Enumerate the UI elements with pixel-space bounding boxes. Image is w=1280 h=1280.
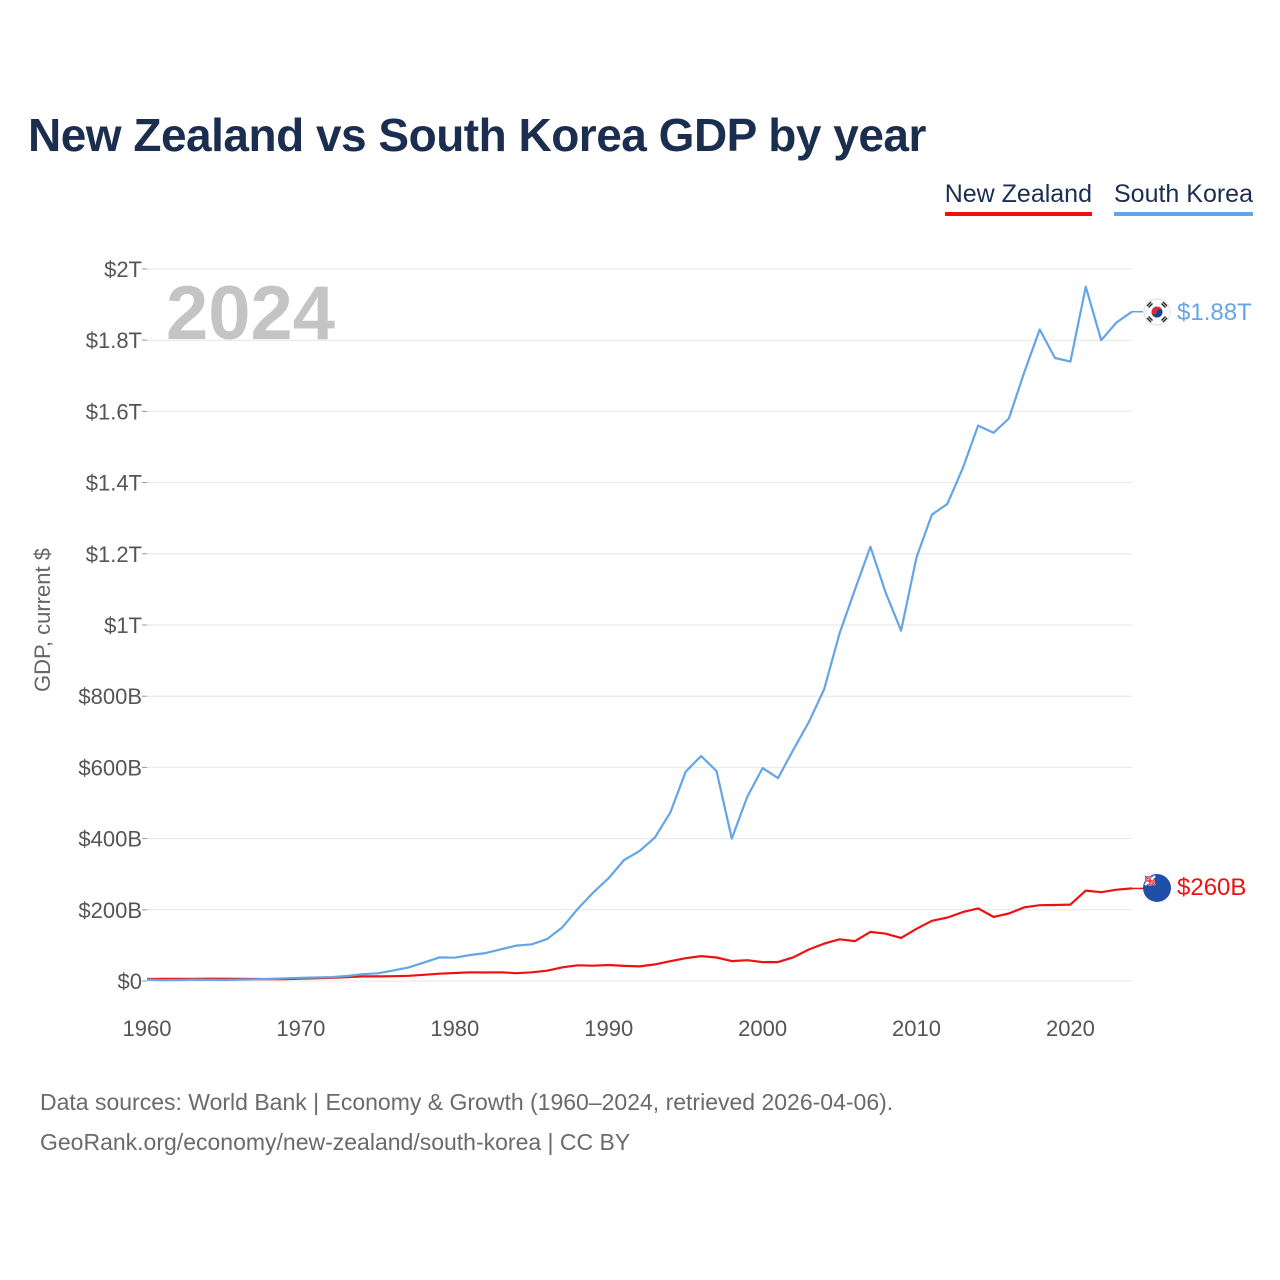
legend-item-south-korea[interactable]: South Korea [1114, 180, 1253, 216]
year-watermark: 2024 [166, 271, 335, 356]
x-tick-label: 2000 [738, 1016, 787, 1041]
south-korea-flag-icon [1143, 298, 1171, 326]
y-axis-ticks: $0 $200B $400B $600B $800B $1T $1.2T $1.4T $1.6T… [78, 257, 147, 994]
y-tick-label: $0 [118, 969, 142, 994]
y-tick-label: $800B [78, 684, 142, 709]
y-tick-label: $400B [78, 827, 142, 852]
y-tick-label: $2T [104, 257, 142, 282]
series-line-south-korea [146, 285, 1133, 982]
new-zealand-flag-icon [1143, 874, 1171, 902]
new-zealand-end-label: $260B [1177, 874, 1246, 901]
y-tick-label: $1.4T [86, 471, 142, 496]
x-tick-label: 1990 [584, 1016, 633, 1041]
x-tick-label: 1960 [123, 1016, 172, 1041]
source-line-1: Data sources: World Bank | Economy & Gro… [40, 1089, 894, 1115]
y-tick-label: $600B [78, 755, 142, 780]
y-tick-label: $1.2T [86, 542, 142, 567]
x-tick-label: 1970 [276, 1016, 325, 1041]
south-korea-end-label: $1.88T [1177, 299, 1252, 326]
x-tick-label: 2010 [892, 1016, 941, 1041]
y-axis-label: GDP, current $ [30, 548, 55, 692]
series-lines [146, 285, 1143, 982]
y-tick-label: $1T [104, 613, 142, 638]
legend: New Zealand South Korea [944, 180, 1253, 216]
source-line-2[interactable]: GeoRank.org/economy/new-zealand/south-ko… [40, 1129, 631, 1155]
data-sources: Data sources: World Bank | Economy & Gro… [40, 1082, 893, 1162]
legend-item-new-zealand[interactable]: New Zealand [944, 180, 1092, 216]
chart-title: New Zealand vs South Korea GDP by year [28, 109, 926, 161]
y-tick-label: $1.8T [86, 328, 142, 353]
x-tick-label: 1980 [430, 1016, 479, 1041]
x-axis-ticks: 1960 1970 1980 1990 2000 2010 2020 [123, 1016, 1095, 1041]
series-line-new-zealand [146, 887, 1133, 981]
grid-lines [147, 268, 1132, 982]
y-tick-label: $1.6T [86, 399, 142, 424]
y-tick-label: $200B [78, 898, 142, 923]
x-tick-label: 2020 [1046, 1016, 1095, 1041]
